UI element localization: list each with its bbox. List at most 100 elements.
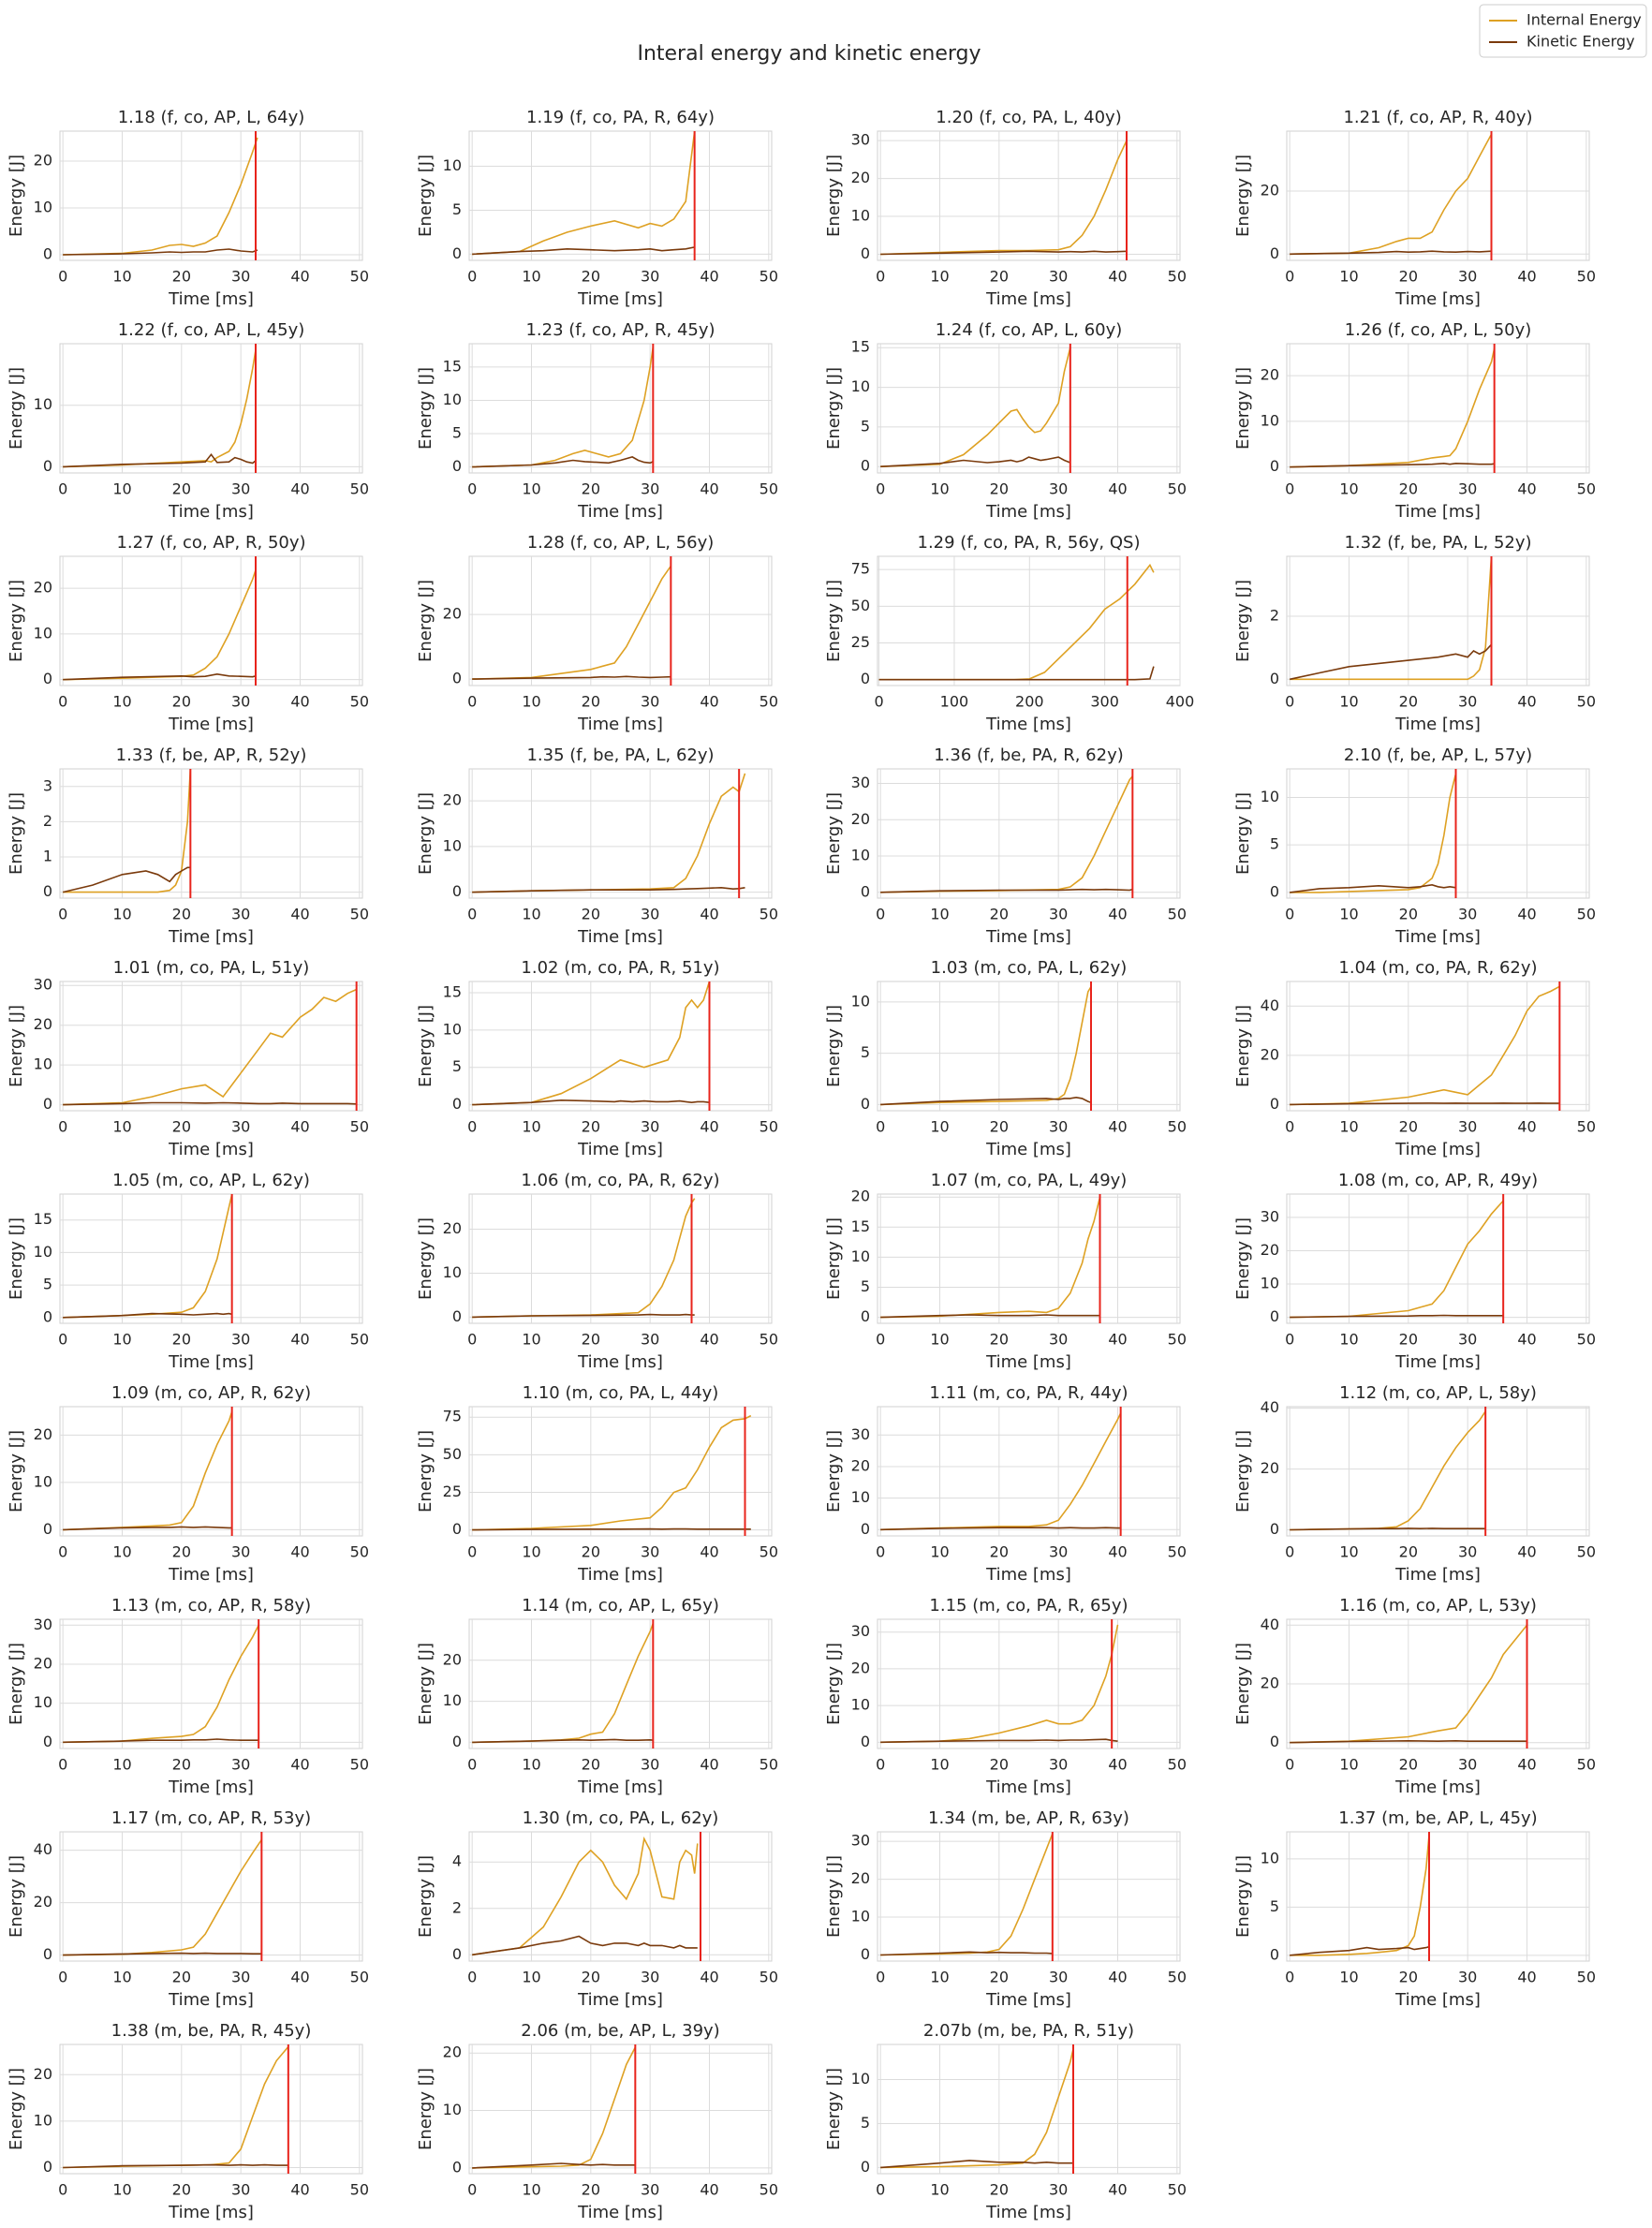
x-tick-label: 40 [700,268,718,286]
x-tick-label: 40 [290,1543,309,1561]
subplot: 0 10 20 30 40 50 0 20 40 1.04 (m, co, PA, R, 62y)… [1233,958,1596,1159]
y-tick-label: 20 [34,2065,52,2083]
series-line [1290,1314,1504,1319]
y-tick-label: 20 [851,169,870,186]
x-tick-label: 10 [522,1331,540,1349]
subplot-title: 1.10 (m, co, PA, L, 44y) [523,1383,719,1403]
plot-area [468,1831,773,1962]
y-tick-label: 10 [34,1472,52,1490]
y-axis-label: Energy [J] [7,580,26,662]
y-tick-label: 30 [851,1832,870,1850]
x-tick-label: 10 [930,1756,949,1774]
subplot: 0 10 20 30 40 50 0 10 20 2.06 (m, be, AP, L, 39y)… [416,2021,778,2222]
y-axis-label: Energy [J] [7,792,26,875]
x-tick-label: 20 [1399,693,1418,711]
y-tick-label: 0 [1270,1520,1279,1538]
subplot: 0 10 20 30 40 50 0 5 10 15 1.24 (f, co, AP, L, 60y… [824,320,1187,522]
x-axis-label: Time [ms] [1394,502,1481,522]
y-axis-label: Energy [J] [824,1005,844,1087]
series-line [472,675,671,680]
x-axis-label: Time [ms] [1394,1778,1481,1797]
x-axis-label: Time [ms] [577,927,663,947]
y-axis-label: Energy [J] [824,367,844,450]
y-tick-label: 0 [1270,457,1279,475]
subplot-title: 1.33 (f, be, AP, R, 52y) [116,745,307,765]
subplot: 0 10 20 30 40 50 0 20 40 1.16 (m, co, AP, L, 53y)… [1233,1596,1596,1797]
x-tick-label: 10 [930,480,949,498]
x-tick-label: 20 [582,480,600,498]
x-tick-label: 30 [1458,480,1477,498]
x-tick-label: 0 [58,1756,67,1774]
y-tick-label: 20 [1261,1675,1279,1692]
x-tick-label: 30 [1049,480,1068,498]
x-tick-label: 10 [522,1543,540,1561]
y-axis-label: Energy [J] [824,1855,844,1938]
y-tick-label: 0 [1270,1095,1279,1113]
x-tick-label: 20 [172,1118,191,1136]
y-tick-label: 10 [443,391,462,408]
x-tick-label: 0 [876,1756,885,1774]
x-axis-label: Time [ms] [168,1565,254,1585]
x-tick-label: 10 [1339,1118,1358,1136]
x-tick-label: 10 [112,480,131,498]
x-tick-label: 30 [1458,1756,1477,1774]
x-tick-label: 20 [582,906,600,923]
y-tick-label: 3 [43,776,52,794]
y-tick-label: 30 [1261,1207,1279,1225]
y-tick-label: 20 [851,1869,870,1887]
y-axis-label: Energy [J] [416,1643,435,1725]
y-tick-label: 0 [861,1733,870,1750]
x-tick-label: 0 [1285,1756,1294,1774]
x-tick-label: 20 [990,2181,1009,2199]
subplot: 0 10 20 30 40 50 0 5 10 15 1.05 (m, co, AP, L, 62y… [7,1171,369,1372]
x-axis-label: Time [ms] [168,1352,254,1372]
x-tick-label: 30 [1049,1756,1068,1774]
subplot-title: 1.05 (m, co, AP, L, 62y) [112,1171,310,1190]
x-tick-label: 50 [1168,480,1187,498]
x-tick-label: 0 [876,2181,885,2199]
x-tick-label: 40 [1517,268,1536,286]
y-tick-label: 10 [851,1696,870,1714]
x-tick-label: 0 [58,1118,67,1136]
x-tick-label: 20 [990,1756,1009,1774]
x-tick-label: 30 [231,1756,250,1774]
plot-area [59,1193,363,1324]
subplot: 0 10 20 30 40 50 0 10 1.22 (f, co, AP, L, 45y) Ti… [7,320,369,522]
x-tick-label: 10 [930,1331,949,1349]
series-line [880,2048,1074,2169]
x-tick-label: 40 [1517,906,1536,923]
x-tick-label: 40 [1108,1543,1127,1561]
x-tick-label: 30 [641,480,659,498]
legend-label: Kinetic Energy [1527,33,1635,51]
y-tick-label: 10 [34,2111,52,2129]
x-tick-label: 40 [1517,693,1536,711]
y-tick-label: 40 [34,1840,52,1858]
x-tick-label: 10 [112,693,131,711]
x-tick-label: 0 [1285,268,1294,286]
subplot-title: 1.30 (m, co, PA, L, 62y) [523,1808,719,1828]
series-line [63,1738,259,1744]
subplot-title: 1.38 (m, be, PA, R, 45y) [111,2021,312,2041]
x-tick-label: 0 [467,1756,477,1774]
y-axis-label: Energy [J] [416,1855,435,1938]
y-tick-label: 20 [1261,1241,1279,1259]
y-tick-label: 10 [1261,1275,1279,1292]
y-axis-label: Energy [J] [416,2068,435,2150]
x-tick-label: 20 [990,480,1009,498]
subplot: 0 10 20 30 40 50 0 10 20 30 1.34 (m, be, AP, R, 63… [824,1808,1187,2010]
x-tick-label: 40 [1108,480,1127,498]
x-tick-label: 20 [990,1118,1009,1136]
y-tick-label: 0 [43,670,52,687]
x-tick-label: 0 [58,1969,67,1986]
y-tick-label: 40 [1261,996,1279,1014]
x-tick-label: 0 [467,1331,477,1349]
x-tick-label: 20 [172,693,191,711]
x-tick-label: 40 [700,1543,718,1561]
series-line [1290,773,1457,893]
y-tick-label: 5 [861,417,870,435]
x-tick-label: 50 [1577,268,1596,286]
y-tick-label: 10 [1261,788,1279,805]
y-tick-label: 0 [43,1520,52,1538]
series-line [472,246,695,256]
x-tick-label: 30 [231,480,250,498]
